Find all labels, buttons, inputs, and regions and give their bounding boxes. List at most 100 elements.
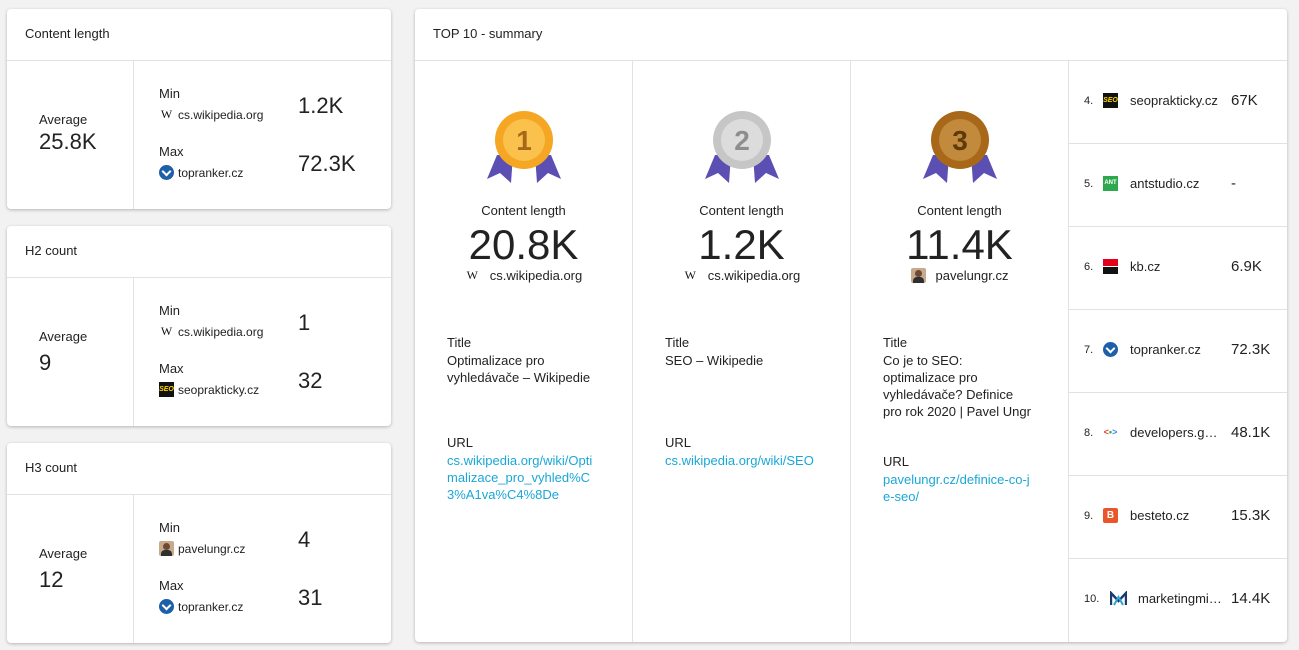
rank-item[interactable]: 4. SEO seoprakticky.cz 67K <box>1068 61 1287 144</box>
max-value: 72.3K <box>298 151 356 176</box>
topranker-icon <box>159 599 174 614</box>
rank-item[interactable]: 5. ANT antstudio.cz - <box>1068 144 1287 227</box>
medal-number: 2 <box>734 125 750 156</box>
average-value: 12 <box>39 567 64 592</box>
page-title-value: Optimalizace pro vyhledávače – Wikipedie <box>447 353 591 385</box>
max-block: Max topranker.cz <box>159 144 243 180</box>
rank-domain[interactable]: developers.google.com <box>1130 425 1224 440</box>
card-title: H3 count <box>7 443 391 495</box>
developers-icon: <•> <box>1103 427 1118 437</box>
rank-value: 6.9K <box>1231 258 1262 275</box>
average-label: Average <box>39 329 88 344</box>
page-url-link[interactable]: pavelungr.cz/definice-co-je-seo/ <box>883 472 1030 504</box>
min-label: Min <box>159 86 180 101</box>
min-site[interactable]: cs.wikipedia.org <box>178 324 264 339</box>
rank-item[interactable]: 8. <•> developers.google.com 48.1K <box>1068 393 1287 476</box>
site-name[interactable]: pavelungr.cz <box>935 268 1009 283</box>
metric-label: Content length <box>699 203 784 218</box>
besteto-icon: B <box>1103 508 1118 523</box>
url-label: URL <box>883 454 910 469</box>
seoprakticky-icon: SEO <box>1103 93 1118 108</box>
rank-number: 10. <box>1084 593 1100 605</box>
pavelungr-avatar-icon <box>910 268 926 283</box>
min-site[interactable]: pavelungr.cz <box>178 541 246 556</box>
silver-medal-icon: 2 <box>705 111 779 183</box>
title-label: Title <box>883 335 908 350</box>
topranker-icon <box>1103 342 1118 357</box>
max-value: 31 <box>298 585 323 610</box>
metric-value: 20.8K <box>468 221 579 268</box>
medal-number: 3 <box>952 125 968 156</box>
podium-rank-3: 3 Content length 11.4K pavelungr.cz Titl… <box>851 61 1069 642</box>
metric-value: 11.4K <box>906 221 1013 268</box>
metric-value: 1.2K <box>698 221 785 268</box>
max-site[interactable]: topranker.cz <box>178 165 244 180</box>
average-label: Average <box>39 112 88 127</box>
average-value: 25.8K <box>39 129 97 154</box>
rank-number: 8. <box>1084 427 1094 439</box>
topranker-icon <box>159 165 174 180</box>
rank-number: 5. <box>1084 178 1094 190</box>
rank-value: - <box>1231 175 1236 192</box>
url-label: URL <box>447 435 474 450</box>
max-label: Max <box>159 144 184 159</box>
metric-label: Content length <box>917 203 1002 218</box>
min-label: Min <box>159 520 180 535</box>
page-url-link[interactable]: cs.wikipedia.org/wiki/SEO <box>665 453 814 468</box>
rank-domain[interactable]: besteto.cz <box>1130 508 1190 523</box>
url-label: URL <box>665 435 692 450</box>
min-value: 1.2K <box>298 93 344 118</box>
rank-item[interactable]: 9. B besteto.cz 15.3K <box>1068 476 1287 559</box>
title-label: Title <box>447 335 472 350</box>
rank-domain[interactable]: marketingmind.cz <box>1138 591 1224 606</box>
average-value: 9 <box>39 350 52 375</box>
max-block: Max topranker.cz <box>159 578 243 614</box>
card-title: TOP 10 - summary <box>415 9 1287 61</box>
average-cell: Average 9 <box>7 278 134 426</box>
gold-medal-icon: 1 <box>487 111 561 183</box>
rank-number: 9. <box>1084 510 1094 522</box>
kb-icon <box>1103 259 1118 274</box>
min-value: 4 <box>298 527 311 552</box>
medal-number: 1 <box>516 125 532 156</box>
metric-label: Content length <box>481 203 566 218</box>
rank-domain[interactable]: topranker.cz <box>1130 342 1201 357</box>
max-site[interactable]: topranker.cz <box>178 599 244 614</box>
wikipedia-icon: W <box>160 324 173 338</box>
rank-value: 67K <box>1231 92 1258 109</box>
rank-domain[interactable]: antstudio.cz <box>1130 176 1200 191</box>
max-value: 32 <box>298 368 323 393</box>
card-title: H2 count <box>7 226 391 278</box>
rank-value: 48.1K <box>1231 424 1271 441</box>
rank-value: 72.3K <box>1231 341 1271 358</box>
min-block: Min pavelungr.cz <box>159 520 245 556</box>
site-name[interactable]: cs.wikipedia.org <box>489 268 583 283</box>
wikipedia-icon: W <box>160 107 173 121</box>
min-label: Min <box>159 303 180 318</box>
rank-number: 4. <box>1084 95 1094 107</box>
wikipedia-icon: W <box>684 268 696 282</box>
rank-item[interactable]: 10. marketingmind.cz 14.4K <box>1068 559 1287 642</box>
rank-domain[interactable]: kb.cz <box>1130 259 1161 274</box>
card-title: Content length <box>7 9 391 61</box>
wikipedia-icon: W <box>466 268 478 282</box>
rank-item[interactable]: 7. topranker.cz 72.3K <box>1068 310 1287 393</box>
site-name[interactable]: cs.wikipedia.org <box>707 268 801 283</box>
page-url-link[interactable]: cs.wikipedia.org/wiki/Optimalizace_pro_v… <box>447 453 593 502</box>
pavelungr-avatar-icon <box>159 541 174 556</box>
page-title-value: Co je to SEO: optimalizace pro vyhledáva… <box>883 353 1031 419</box>
average-label: Average <box>39 546 88 561</box>
min-site[interactable]: cs.wikipedia.org <box>178 107 264 122</box>
rank-domain[interactable]: seoprakticky.cz <box>1130 93 1218 108</box>
bronze-medal-icon: 3 <box>923 111 997 183</box>
rank-item[interactable]: 6. kb.cz 6.9K <box>1068 227 1287 310</box>
h3-count-card: H3 count Average 12 Min pavelungr.cz 4 M… <box>7 443 391 643</box>
page-title-value: SEO – Wikipedie <box>665 353 764 368</box>
max-site[interactable]: seoprakticky.cz <box>178 382 260 397</box>
average-cell: Average 25.8K <box>7 61 134 209</box>
